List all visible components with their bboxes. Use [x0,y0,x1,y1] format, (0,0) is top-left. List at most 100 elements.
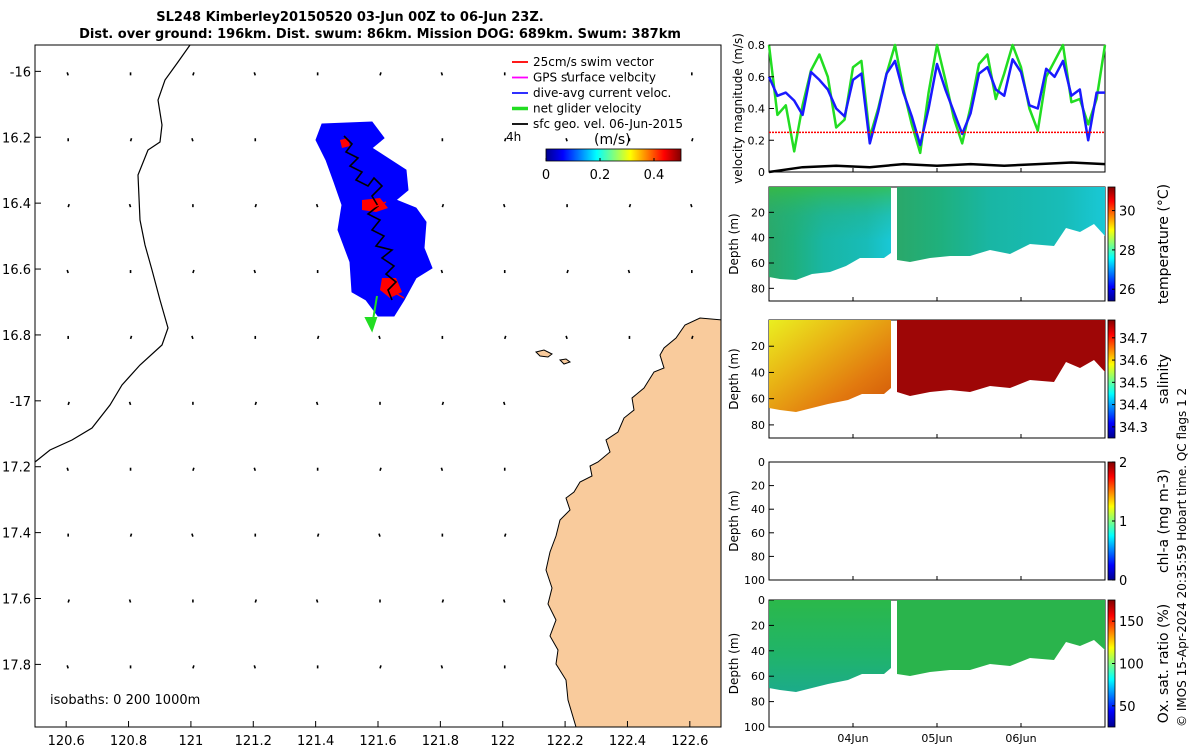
surface-velocity-arrow [566,72,569,76]
surface-velocity-arrow [378,533,381,537]
surface-velocity-arrow [315,401,319,406]
time-tick-label: 04Jun [837,732,868,745]
surface-velocity-arrow [315,203,319,208]
colorbar-tick-label: 34.7 [1119,332,1148,347]
legend-label: GPS surface velocity [533,71,656,85]
surface-velocity-arrow [440,665,444,669]
surface-velocity-arrow [254,203,258,208]
speed-colorbar-ticks: 0 0.2 0.4 [542,158,664,183]
legend-label: dive-avg current veloc. [533,86,671,100]
panel-y-tick-label: 0 [758,166,765,179]
colorbar-label: temperature (°C) [1156,184,1172,304]
panel-y-label: Depth (m) [727,348,741,409]
figure-title-line2: Dist. over ground: 196km. Dist. swum: 86… [79,27,681,42]
surface-velocity-arrow [129,137,133,142]
map-x-tick-label: 122.4 [609,734,646,749]
surface-velocity-arrow [565,335,568,340]
island [558,358,572,365]
surface-velocity-arrow [67,401,70,406]
oxygen-section [769,600,891,692]
legend-label: sfc geo. vel. 06-Jun-2015 [533,117,683,131]
oxygen-section [897,600,1105,676]
map-x-tick-label: 121.8 [422,734,459,749]
surface-velocity-arrow [253,467,257,471]
panel-y-tick-label: 0.4 [748,103,766,116]
surface-velocity-arrow [503,335,507,340]
surface-velocity-arrow [503,533,507,537]
colorbar-tick-label: 34.6 [1119,354,1148,369]
velocity-panel [767,43,1107,174]
map-y-tick-label: 16.6 [2,263,31,278]
time-tick-label: 05Jun [921,732,952,745]
colorbar-tick-label: 34.4 [1119,399,1148,414]
surface-velocity-arrow [690,203,693,208]
panel-y-label: velocity magnitude (m/s) [731,33,745,184]
surface-velocity-arrow [440,72,444,76]
map-y-tick-label: 16.4 [2,197,31,212]
surface-velocity-arrow [379,665,382,669]
time-tick-label: 06Jun [1005,732,1036,745]
surface-velocity-arrow [191,137,194,142]
surface-velocity-arrow [128,203,132,208]
colorbar-label: chl-a (mg m-3) [1156,469,1172,573]
surface-velocity-arrow [129,335,133,340]
panel-colorbars: 26 28 30 temperature (°C) 34.3 34.4 34.5 34.6 34… [1107,184,1172,728]
colorbar-tick-label: 26 [1119,283,1136,298]
panel-y-tick-label: 60 [751,257,765,270]
panel-colorbar [1107,319,1116,439]
surface-velocity-arrow [192,269,195,274]
map-y-axis: -16 16.2 16.4 16.6 16.8 -17 17.2 17.4 17.6 17.8 [2,65,41,673]
map-y-tick-label: -16 [10,65,31,80]
legend-label: 25cm/s swim vector [533,55,654,69]
panel-y-tick-label: 60 [751,527,765,540]
surface-velocity-arrow [378,335,381,340]
colorbar-tick-label: 28 [1119,244,1136,259]
map-y-tick-label: -17 [10,395,31,410]
surface-velocity-arrow [192,467,195,471]
high-speed-patch [362,198,388,212]
colorbar-label: salinity [1156,354,1172,404]
map-x-tick-label: 122.6 [671,734,708,749]
net-glider-velocity-arrow [364,295,378,333]
panel-y-tick-label: 60 [751,393,765,406]
surface-velocity-arrow [315,599,319,603]
surface-velocity-arrow [379,467,382,471]
time-axis: 04Jun 05Jun 06Jun [837,168,1037,745]
panel-y-tick-label: 60 [751,670,765,683]
colorbar-tick-label: 0.4 [644,168,665,183]
glider-track [343,135,398,301]
temperature-section [897,187,1105,262]
surface-velocity-arrow [565,137,568,142]
map-x-tick-label: 120.8 [110,734,147,749]
colorbar-tick-label: 34.5 [1119,376,1148,391]
colorbar-tick-label: 30 [1119,205,1136,220]
surface-velocity-arrow [627,269,631,274]
panel-y-tick-label: 40 [751,645,765,658]
map-x-tick-label: 120.6 [48,734,85,749]
map-x-tick-label: 121.6 [359,734,396,749]
temperature-panel [768,186,1106,302]
panel-y-tick-label: 20 [751,480,765,493]
panel-y-label: Depth (m) [727,633,741,694]
map-y-tick-label: 16.2 [2,131,31,146]
surface-velocity-arrow [67,203,70,208]
panel-y-tick-label: 40 [751,366,765,379]
panel-y-tick-label: 40 [751,232,765,245]
surface-velocity-arrow [502,401,506,406]
map-y-tick-label: 17.2 [2,461,31,476]
surface-velocity-arrow [440,269,444,274]
map-x-tick-label: 121.2 [235,734,272,749]
map-x-tick-label: 122 [490,734,515,749]
surface-velocity-arrow [316,533,320,537]
colorbar-tick-label: 50 [1119,700,1136,715]
time-label: 4h [506,130,521,144]
salinity-section [897,320,1105,396]
map-x-tick-label: 121.4 [297,734,334,749]
panel-y-tick-label: 80 [751,419,765,432]
surface-velocity-arrow [66,467,69,471]
colorbar-tick-label: 2 [1119,456,1127,471]
surface-velocity-arrow [128,599,132,603]
panel-y-tick-label: 80 [751,696,765,709]
surface-velocity-field [66,72,694,669]
salinity-section [769,320,891,412]
